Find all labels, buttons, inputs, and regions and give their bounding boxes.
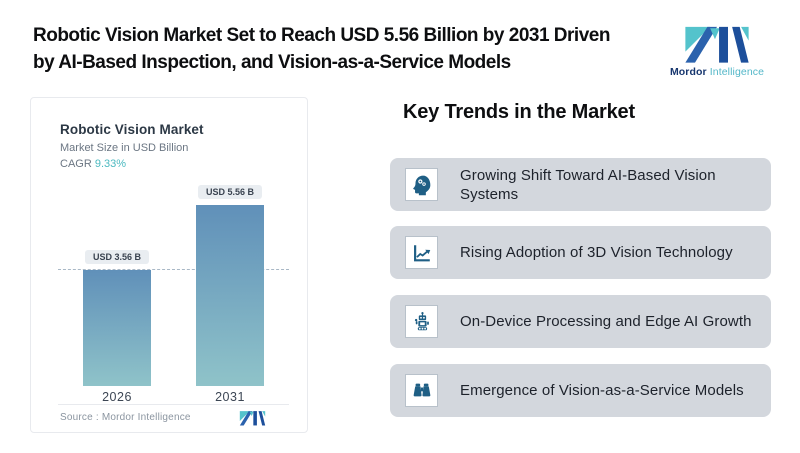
brand-wordmark: Mordor Intelligence — [663, 66, 771, 78]
chart-subtitle: Market Size in USD Billion — [60, 142, 189, 154]
brand-logo: Mordor Intelligence — [663, 24, 771, 78]
reference-dashed-line — [58, 269, 289, 270]
page-title-line-2: by AI-Based Inspection, and Vision-as-a-… — [33, 52, 511, 73]
icon-tile — [405, 374, 438, 407]
x-axis-label-2031: 2031 — [215, 390, 245, 404]
mordor-mini-logo-icon — [239, 411, 266, 426]
binoculars-icon — [413, 383, 430, 396]
icon-tile — [405, 236, 438, 269]
trend-label: Emergence of Vision-as-a-Service Models — [460, 382, 744, 399]
trend-label: On-Device Processing and Edge AI Growth — [460, 313, 752, 330]
robot-icon — [414, 311, 429, 330]
trend-label: Rising Adoption of 3D Vision Technology — [460, 244, 733, 261]
trend-label: Growing Shift Toward AI-Based Vision Sys… — [460, 166, 716, 203]
bar-group-2026: USD 3.56 B — [83, 173, 151, 386]
brand-name-bold: Mordor — [669, 66, 707, 78]
bar-2031 — [196, 205, 264, 386]
trend-card-edge-ai: On-Device Processing and Edge AI Growth — [390, 295, 771, 348]
page-title: Robotic Vision Market Set to Reach USD 5… — [33, 22, 610, 76]
mordor-intelligence-logo-icon — [685, 26, 749, 63]
bar-2026 — [83, 270, 151, 386]
ai-head-icon — [412, 175, 430, 195]
cagr-value: 9.33% — [94, 158, 127, 170]
icon-tile — [405, 168, 438, 201]
chart-title: Robotic Vision Market — [60, 122, 204, 137]
line-chart-icon — [413, 244, 430, 261]
brand-name-light-text: Intelligence — [709, 66, 765, 78]
page-title-line-1: Robotic Vision Market Set to Reach USD 5… — [33, 25, 610, 46]
chart-source: Source : Mordor Intelligence — [60, 412, 191, 423]
market-chart-card: Robotic Vision Market Market Size in USD… — [30, 97, 308, 433]
trends-heading: Key Trends in the Market — [403, 101, 635, 123]
chart-cagr: CAGR 9.33% — [60, 158, 126, 170]
bar-value-label: USD 5.56 B — [197, 185, 263, 199]
x-axis-label-2026: 2026 — [102, 390, 132, 404]
trend-card-3d-vision: Rising Adoption of 3D Vision Technology — [390, 226, 771, 279]
source-divider — [58, 404, 289, 405]
cagr-label: CAGR — [60, 158, 95, 170]
bar-value-label: USD 3.56 B — [84, 250, 150, 264]
bar-chart-plot: USD 3.56 B USD 5.56 B 2026 2031 — [58, 173, 289, 404]
icon-tile — [405, 305, 438, 338]
bar-group-2031: USD 5.56 B — [196, 173, 264, 386]
trend-card-vaas: Emergence of Vision-as-a-Service Models — [390, 364, 771, 417]
trend-card-ai-vision: Growing Shift Toward AI-Based Vision Sys… — [390, 158, 771, 211]
